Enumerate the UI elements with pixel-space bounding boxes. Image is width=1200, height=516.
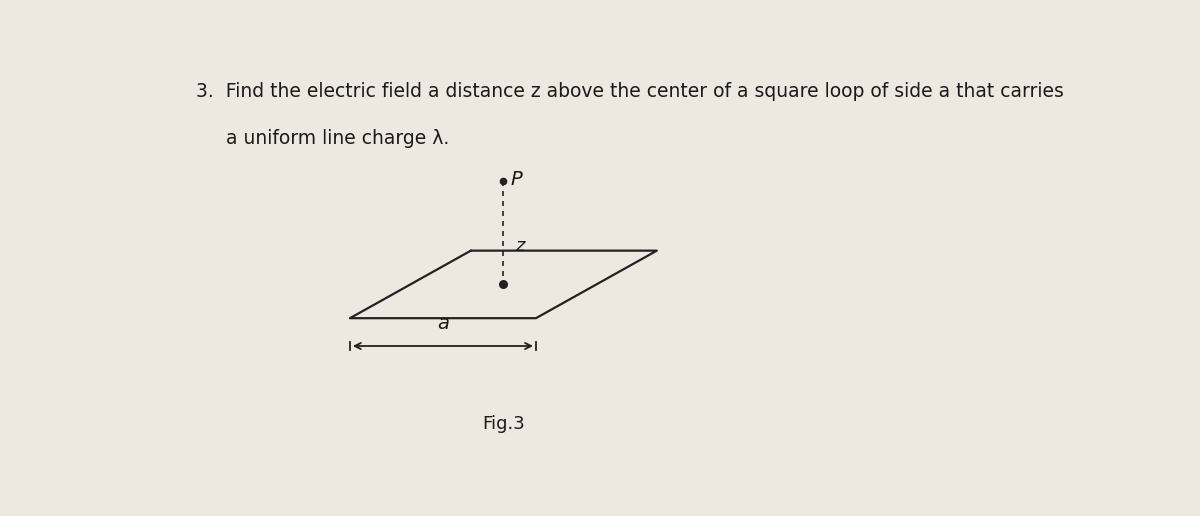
Text: a uniform line charge λ.: a uniform line charge λ. bbox=[197, 130, 450, 149]
Text: a: a bbox=[437, 314, 449, 333]
Text: 3.  Find the electric field a distance z above the center of a square loop of si: 3. Find the electric field a distance z … bbox=[197, 82, 1064, 101]
Text: Fig.3: Fig.3 bbox=[482, 415, 524, 433]
Text: P: P bbox=[511, 170, 522, 189]
Text: z: z bbox=[516, 237, 524, 255]
